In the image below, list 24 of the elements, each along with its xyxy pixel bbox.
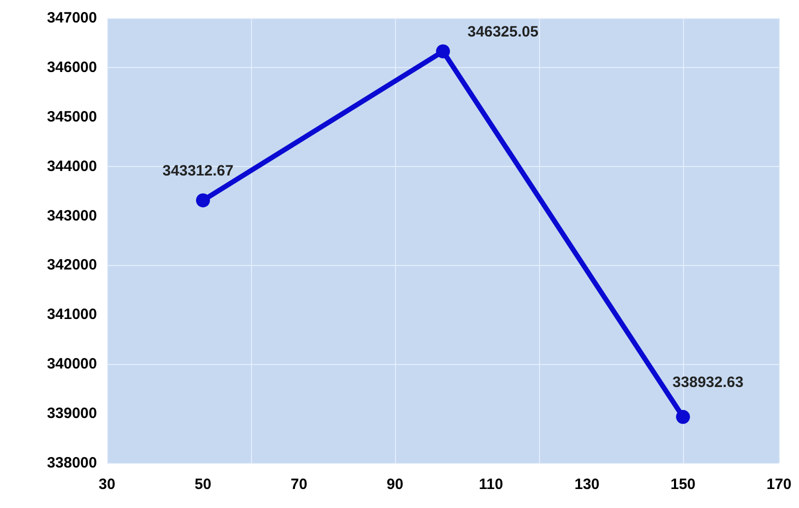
x-tick-label: 130: [574, 476, 600, 493]
y-tick-label: 347000: [46, 10, 97, 26]
y-tick-label: 339000: [46, 405, 97, 422]
y-tick-label: 342000: [46, 256, 97, 274]
y-tick-label: 341000: [46, 306, 97, 324]
x-tick-label: 110: [478, 476, 504, 493]
x-tick-label: 170: [766, 476, 792, 493]
point: [676, 410, 690, 424]
x-tick-label: 50: [194, 476, 212, 493]
point: [436, 44, 450, 58]
y-tick-label: 340000: [46, 356, 97, 373]
x-tick-label: 30: [98, 476, 116, 493]
y-tick-label: 345000: [46, 108, 97, 126]
data-label: 338932.63: [672, 374, 744, 391]
data-label: 343312.67: [162, 162, 234, 180]
y-tick-label: 346000: [46, 58, 97, 76]
data-label: 346325.05: [468, 23, 538, 40]
point: [196, 193, 210, 208]
y-tick-label: 343000: [46, 207, 97, 224]
x-tick-label: 90: [386, 476, 404, 493]
y-tick-label: 344000: [46, 158, 97, 175]
x-tick-label: 70: [290, 476, 308, 493]
x-tick-label: 150: [670, 476, 696, 493]
y-tick-label: 338000: [46, 454, 97, 472]
